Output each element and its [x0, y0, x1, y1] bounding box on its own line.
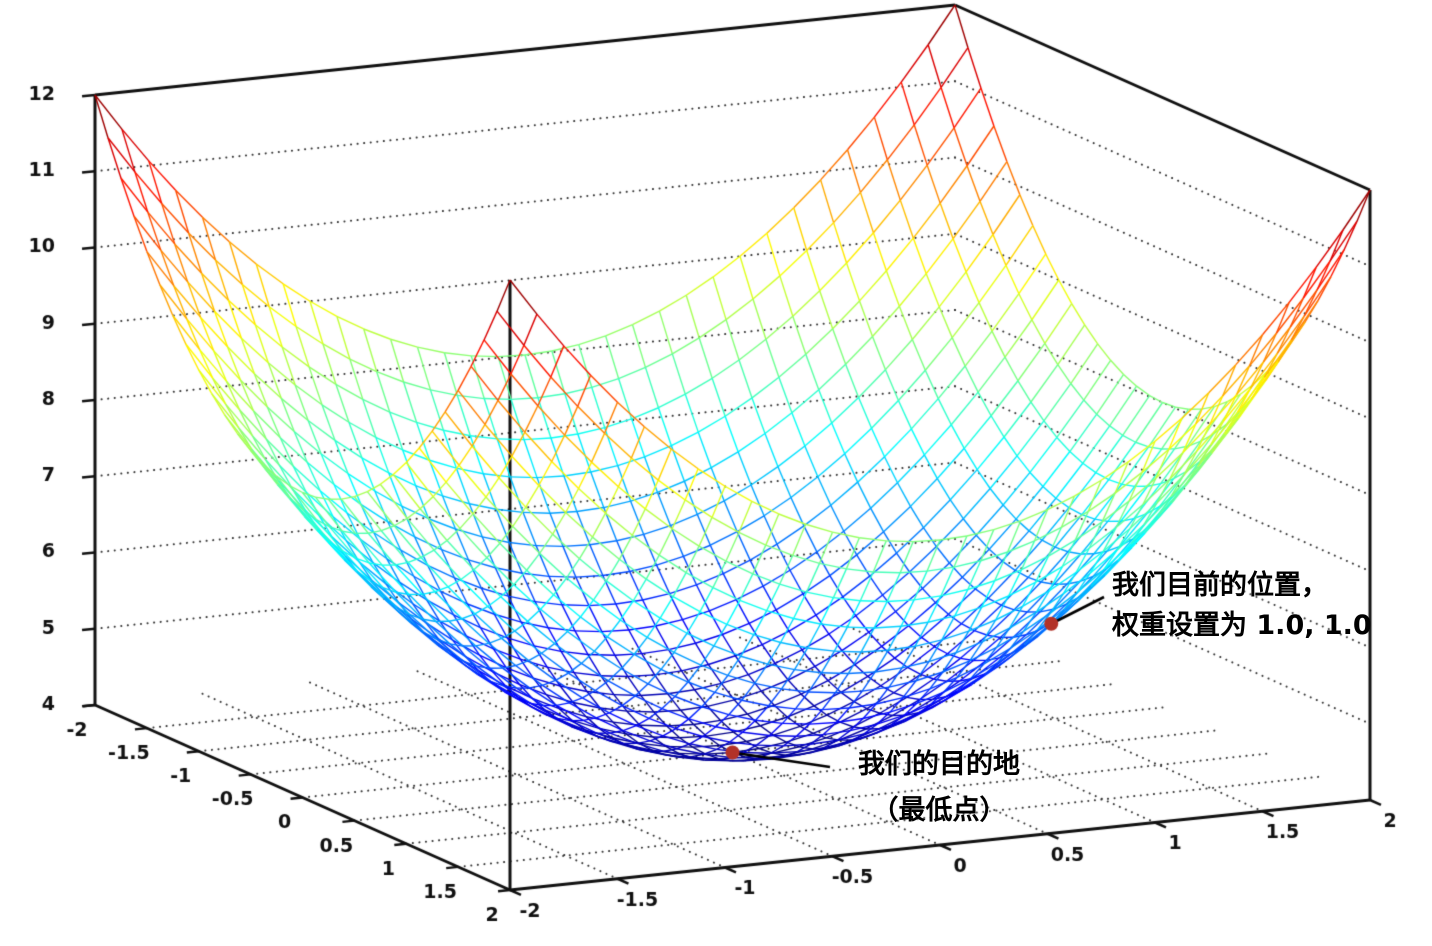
annotation-destination-line1: 我们的目的地 [858, 749, 1020, 780]
annotation-current-position-line2: 权重设置为 1.0, 1.0 [1112, 610, 1372, 641]
annotation-destination-line2: （最低点） [871, 795, 1007, 826]
annotation-current-position-line1: 我们目前的位置， [1112, 570, 1328, 601]
annotation-current-position: 我们目前的位置， 权重设置为 1.0, 1.0 [1112, 566, 1372, 646]
annotation-destination: 我们的目的地 （最低点） [834, 742, 1044, 834]
